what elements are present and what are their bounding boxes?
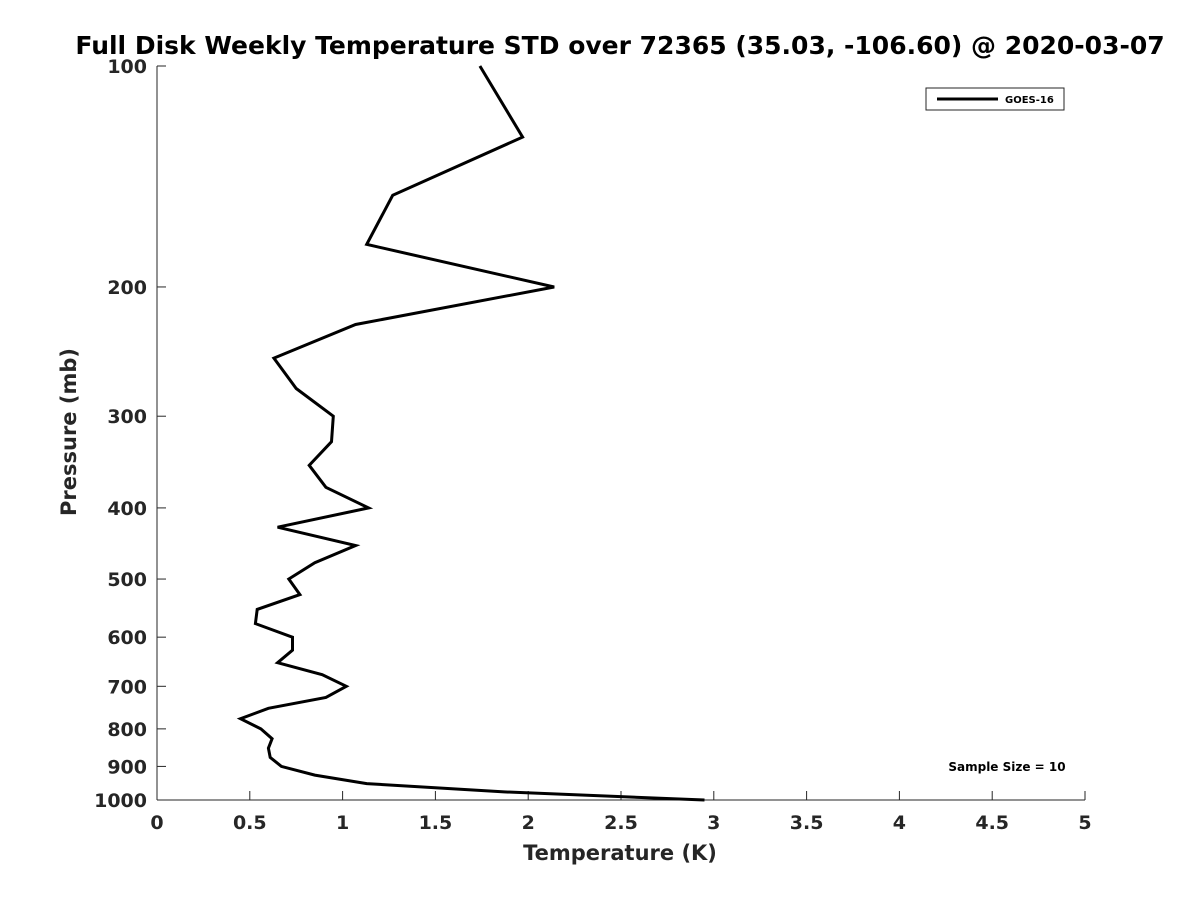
- sample-size-annotation: Sample Size = 10: [948, 760, 1065, 774]
- x-tick-label: 5: [1078, 812, 1091, 834]
- x-tick-label: 1.5: [419, 812, 453, 834]
- y-tick-label: 900: [107, 756, 147, 778]
- axes: 0 0.5 1 1.5 2 2.5 3 3.5 4 4.5 5 100 200 300 400 500 600 7…: [94, 56, 1092, 834]
- x-tick-label: 4.5: [975, 812, 1009, 834]
- x-tick-label: 1: [336, 812, 349, 834]
- x-tick-label: 4: [893, 812, 906, 834]
- y-tick-label: 600: [107, 627, 147, 649]
- y-tick-label: 800: [107, 719, 147, 741]
- y-tick-label: 400: [107, 498, 147, 520]
- chart-title: Full Disk Weekly Temperature STD over 72…: [75, 31, 1164, 60]
- series-layer: [236, 65, 705, 802]
- x-tick-label: 3: [707, 812, 720, 834]
- y-tick-label: 500: [107, 569, 147, 591]
- y-tick-label: 200: [107, 277, 147, 299]
- x-tick-label: 0.5: [233, 812, 267, 834]
- y-tick-label: 1000: [94, 790, 147, 812]
- y-tick-label: 300: [107, 406, 147, 428]
- y-axis-title: Pressure (mb): [57, 348, 81, 516]
- series-line-goes-16: [236, 65, 705, 802]
- y-tick-label: 100: [107, 56, 147, 78]
- x-tick-label: 0: [150, 812, 163, 834]
- x-axis-title: Temperature (K): [523, 841, 717, 865]
- legend: GOES-16: [925, 87, 1065, 111]
- legend-label: GOES-16: [1005, 95, 1054, 106]
- x-tick-label: 2: [522, 812, 535, 834]
- x-tick-label: 3.5: [790, 812, 824, 834]
- y-tick-label: 700: [107, 676, 147, 698]
- x-tick-label: 2.5: [604, 812, 638, 834]
